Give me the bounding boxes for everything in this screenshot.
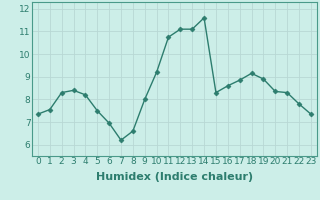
X-axis label: Humidex (Indice chaleur): Humidex (Indice chaleur) bbox=[96, 172, 253, 182]
